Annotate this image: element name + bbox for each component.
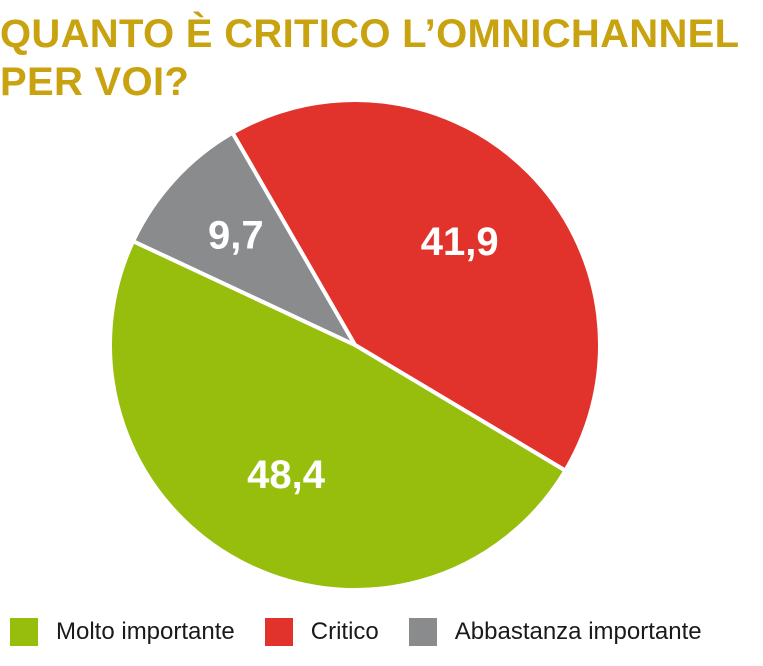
chart-title: QUANTO È CRITICO L’OMNICHANNEL PER VOI? <box>0 10 739 106</box>
chart-title-line-1: QUANTO È CRITICO L’OMNICHANNEL <box>0 12 740 56</box>
pie-slice-abbastanza-importante <box>131 130 357 347</box>
legend-swatch-abbastanza-importante <box>408 618 437 646</box>
legend-item-critico: Critico <box>264 618 379 646</box>
legend-item-abbastanza-importante: Abbastanza importante <box>408 618 702 646</box>
legend-label-abbastanza-importante: Abbastanza importante <box>454 618 702 645</box>
legend-label-critico: Critico <box>310 618 379 645</box>
pie-slice-molto-importante <box>108 239 568 592</box>
legend-swatch-molto-importante <box>10 618 38 646</box>
chart-title-line-2: PER VOI? <box>0 60 190 104</box>
legend-item-molto-importante: Molto importante <box>10 618 235 646</box>
pie-slice-label-abbastanza-importante: 9,7 <box>208 214 264 258</box>
pie-slice-critico <box>230 98 602 473</box>
legend-swatch-critico <box>264 618 293 646</box>
pie-slice-label-critico: 41,9 <box>421 220 499 264</box>
pie-slice-label-molto-importante: 48,4 <box>247 453 326 497</box>
chart-legend: Molto importante Critico Abbastanza impo… <box>10 612 732 652</box>
legend-label-molto-importante: Molto importante <box>56 618 235 645</box>
